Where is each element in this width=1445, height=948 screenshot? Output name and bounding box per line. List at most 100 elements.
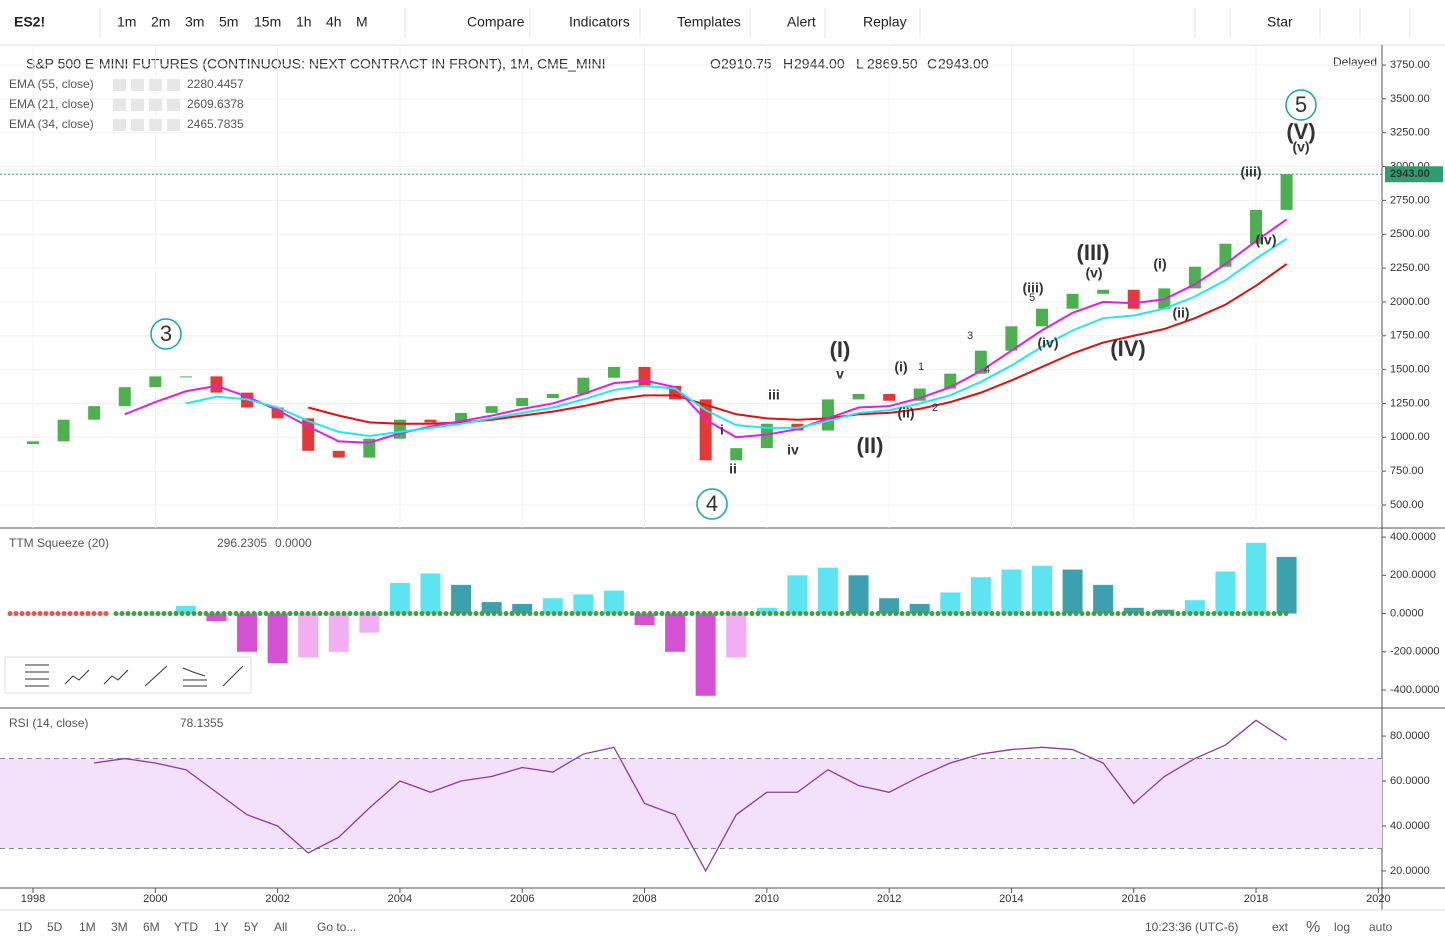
range-button[interactable]: 3M [111,920,128,934]
wave-label: (iv) [1038,335,1059,351]
y-tick-label: 750.00 [1390,465,1424,477]
indicator-control[interactable] [149,99,162,111]
indicator-control[interactable] [167,119,180,131]
drawing-toolbar[interactable] [4,656,252,694]
toolbar-button[interactable]: Templates [677,14,741,30]
range-button[interactable]: 1D [17,920,33,934]
squeeze-bar [1276,556,1297,614]
wave-label: (III) [1077,240,1110,265]
range-button[interactable]: YTD [174,920,198,934]
interval-button[interactable]: 3m [185,14,204,30]
wave-label: 2 [932,402,938,414]
last-price-badge [1385,166,1443,183]
indicator-value: 2280.4457 [187,77,244,91]
y-tick-label: -200.0000 [1390,646,1440,658]
wave-label: (v) [1292,139,1309,155]
indicator-name: RSI (14, close) [9,716,88,730]
squeeze-bar [970,577,991,614]
y-tick-label: 1000.00 [1390,431,1430,443]
indicator-value: 2465.7835 [187,117,244,131]
interval-button[interactable]: M [356,14,368,30]
toolbar-button[interactable]: Indicators [569,14,630,30]
toolbar-button[interactable]: Compare [467,14,525,30]
range-button[interactable]: 1M [79,920,96,934]
ohlc-value: 2943.00 [938,56,989,72]
x-tick-label: 2000 [143,893,167,905]
candle [210,376,223,393]
y-tick-label: 2000.00 [1390,296,1430,308]
candle [1250,209,1263,244]
candle [455,412,468,423]
squeeze-bar [267,613,288,664]
candle [577,377,590,394]
indicator-value: 2609.6378 [187,97,244,111]
toolbar-button[interactable]: Replay [863,14,907,30]
range-button[interactable]: 5Y [244,920,259,934]
candle [1280,174,1293,210]
interval-button[interactable]: 15m [254,14,281,30]
candle [27,441,40,445]
range-button[interactable]: 5D [47,920,63,934]
squeeze-bar [1093,584,1114,614]
candle [302,418,315,451]
range-button[interactable]: All [274,920,287,934]
squeeze-bar [1154,609,1175,614]
scale-option[interactable]: auto [1369,920,1393,934]
indicator-control[interactable] [167,79,180,91]
indicator-name: TTM Squeeze (20) [9,536,109,550]
delayed-status: Delayed [1333,55,1377,69]
candle [607,366,620,378]
symbol[interactable]: ES2! [14,14,45,30]
toolbar-button[interactable]: Star [1267,14,1293,30]
squeeze-bar [298,613,319,658]
candle [1097,289,1110,294]
indicator-control[interactable] [131,119,144,131]
interval-button[interactable]: 5m [219,14,238,30]
range-button[interactable]: 1Y [214,920,229,934]
toolbar-button[interactable]: Alert [787,14,816,30]
top-toolbar [0,0,1445,45]
range-button[interactable]: 6M [143,920,160,934]
wave-circle [1285,89,1317,121]
squeeze-bar [389,582,410,614]
rsi-line [94,719,1287,873]
indicator-name: EMA (34, close) [9,117,94,131]
squeeze-bar [175,605,196,614]
indicator-control[interactable] [131,79,144,91]
wave-label: (v) [1085,265,1102,281]
indicator-value: 0.0000 [275,536,312,550]
indicator-control[interactable] [149,119,162,131]
indicator-control[interactable] [113,79,126,91]
wave-circle [696,488,728,520]
wave-circle [150,318,182,350]
candle [332,450,345,458]
y-tick-label: 400.0000 [1390,531,1436,543]
candle [179,376,192,378]
chart-title: S&P 500 E-MINI FUTURES (CONTINUOUS: NEXT… [26,56,606,72]
scale-option[interactable]: % [1306,919,1320,936]
squeeze-bar [328,613,349,652]
y-tick-label: 3500.00 [1390,93,1430,105]
goto-button[interactable]: Go to... [317,920,356,934]
x-tick-label: 1998 [21,893,45,905]
indicator-control[interactable] [113,99,126,111]
squeeze-bar [420,573,441,614]
interval-button[interactable]: 1h [296,14,312,30]
y-tick-label: 60.0000 [1390,775,1430,787]
candle [516,398,529,407]
ohlc-name: C [927,56,937,72]
scale-option[interactable]: log [1334,920,1350,934]
squeeze-bar [1215,571,1236,614]
interval-button[interactable]: 2m [151,14,170,30]
interval-button[interactable]: 4h [326,14,342,30]
squeeze-bar [1032,565,1053,614]
indicator-control[interactable] [167,99,180,111]
wave-label: 5 [1029,292,1035,304]
scale-option[interactable]: ext [1272,920,1289,934]
interval-button[interactable]: 1m [117,14,136,30]
indicator-control[interactable] [131,99,144,111]
indicator-control[interactable] [149,79,162,91]
indicator-value: 296.2305 [217,536,267,550]
indicator-control[interactable] [113,119,126,131]
last-price-label: 2943.00 [1390,168,1430,180]
